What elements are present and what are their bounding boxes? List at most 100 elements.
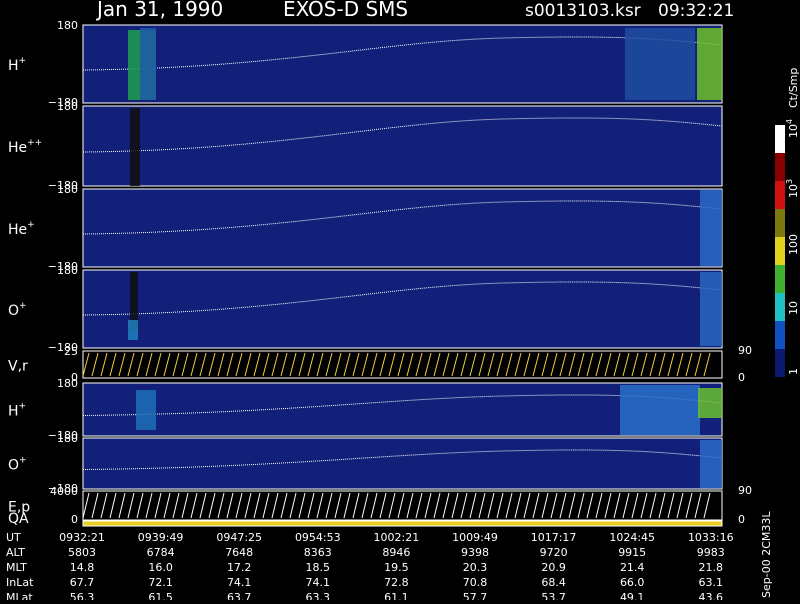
sweep	[181, 352, 189, 377]
sweep	[262, 352, 270, 377]
sweep	[640, 492, 648, 519]
table-cell: 6784	[147, 546, 175, 559]
table-cell: 9983	[697, 546, 725, 559]
tick-label: 25	[64, 345, 78, 358]
sweep	[406, 352, 414, 377]
row-label: InLat	[6, 576, 34, 589]
sweep	[199, 352, 207, 377]
tick-label: −180	[48, 96, 78, 109]
table-cell: 17.2	[227, 561, 252, 574]
colorbar-cell	[775, 237, 785, 265]
patch	[128, 320, 138, 340]
sweep	[388, 492, 396, 519]
label-text: H	[8, 58, 19, 74]
tick-label: 180	[57, 377, 78, 390]
sweep	[208, 352, 216, 377]
panel-label: O+	[8, 301, 27, 319]
sweep	[586, 352, 594, 377]
right-tick-label: 0	[738, 371, 745, 384]
table-cell: 70.8	[463, 576, 488, 589]
label-text: He	[8, 140, 27, 156]
right-tick-label: 0	[738, 513, 745, 526]
sweep	[478, 352, 486, 377]
sweep	[415, 492, 423, 519]
sweep	[550, 352, 558, 377]
tick-label: 180	[57, 264, 78, 277]
panel	[82, 188, 723, 268]
sweep	[343, 492, 351, 519]
tick-label: −180	[48, 179, 78, 192]
sweep	[649, 352, 657, 377]
panel	[82, 520, 723, 527]
table-cell: 1024:45	[609, 531, 655, 544]
sweep	[676, 352, 684, 377]
sweep	[595, 492, 603, 519]
sweep	[397, 492, 405, 519]
sweep	[208, 492, 216, 519]
table-cell: 72.1	[148, 576, 173, 589]
sweep	[631, 492, 639, 519]
sweep	[181, 492, 189, 519]
table-cell: 61.1	[384, 591, 409, 600]
table-cell: 56.3	[70, 591, 95, 600]
sweep	[136, 352, 144, 377]
sweep	[487, 352, 495, 377]
date: Jan 31, 1990	[95, 0, 223, 21]
tick-label: 180	[57, 19, 78, 32]
sweep	[217, 352, 225, 377]
colorbar-label: 1	[787, 368, 800, 375]
panel-label: H+	[8, 56, 26, 74]
panel	[82, 24, 723, 104]
sweep	[199, 492, 207, 519]
sweep	[685, 492, 693, 519]
sweep	[442, 492, 450, 519]
sweep	[496, 352, 504, 377]
trace	[82, 117, 723, 153]
label-sup: +	[27, 220, 35, 230]
table-cell: 0932:21	[59, 531, 105, 544]
colorbar-base: 10	[787, 301, 800, 315]
panel-label: He++	[8, 138, 42, 156]
sweep	[361, 492, 369, 519]
sweep	[154, 492, 162, 519]
sweep	[127, 492, 135, 519]
table-cell: 1017:17	[531, 531, 577, 544]
colorbar-exp: 3	[785, 179, 794, 184]
table-cell: 63.1	[699, 576, 724, 589]
sweep	[595, 352, 603, 377]
sweep	[622, 492, 630, 519]
sweep	[298, 352, 306, 377]
sweep	[604, 492, 612, 519]
footer: Sep-00 2CM33L	[760, 511, 773, 598]
table-cell: 49.1	[620, 591, 645, 600]
sweep	[190, 352, 198, 377]
time: 09:32:21	[658, 1, 734, 21]
colorbar-base: 10	[787, 124, 800, 138]
patch	[697, 28, 722, 100]
sweep	[703, 352, 711, 377]
sweep	[109, 492, 117, 519]
tick-label: 180	[57, 183, 78, 196]
colorbar-cell	[775, 153, 785, 181]
colorbar-cell	[775, 181, 785, 209]
table-cell: 57.7	[463, 591, 488, 600]
sweep	[289, 352, 297, 377]
colorbar-base: 10	[787, 184, 800, 198]
sweep	[640, 352, 648, 377]
file: s0013103.ksr	[525, 1, 641, 21]
tick-label: 0	[71, 371, 78, 384]
sweep	[307, 492, 315, 519]
sweep	[496, 492, 504, 519]
trace	[82, 449, 723, 470]
sweep	[433, 352, 441, 377]
table-cell: 5803	[68, 546, 96, 559]
sweep	[685, 352, 693, 377]
patch	[130, 108, 140, 186]
sweep	[100, 492, 108, 519]
sweep	[325, 492, 333, 519]
sweep	[568, 492, 576, 519]
sweep	[406, 492, 414, 519]
colorbar-cell	[775, 293, 785, 321]
label-text: V,r	[8, 359, 28, 375]
patch	[625, 28, 695, 100]
